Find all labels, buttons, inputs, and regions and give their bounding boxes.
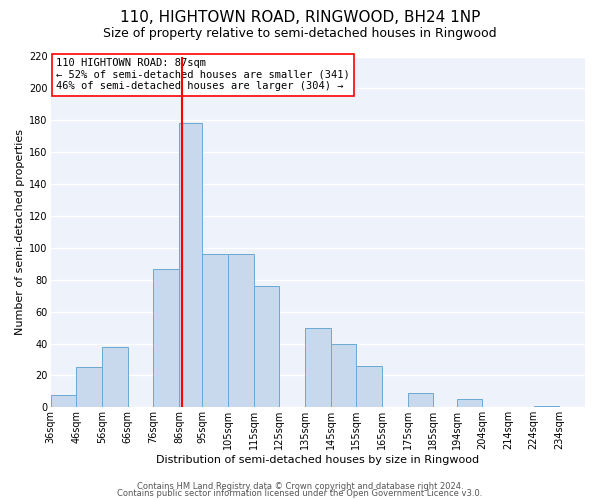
X-axis label: Distribution of semi-detached houses by size in Ringwood: Distribution of semi-detached houses by … [156,455,479,465]
Bar [408,393,433,407]
Text: Contains HM Land Registry data © Crown copyright and database right 2024.: Contains HM Land Registry data © Crown c… [137,482,463,491]
Bar [76,368,102,408]
Text: 110, HIGHTOWN ROAD, RINGWOOD, BH24 1NP: 110, HIGHTOWN ROAD, RINGWOOD, BH24 1NP [120,10,480,25]
Bar [254,286,279,408]
Bar [228,254,254,408]
Bar [179,124,202,408]
Bar [102,346,128,408]
Bar [154,268,179,407]
Bar [356,366,382,408]
Y-axis label: Number of semi-detached properties: Number of semi-detached properties [15,129,25,335]
Text: Size of property relative to semi-detached houses in Ringwood: Size of property relative to semi-detach… [103,28,497,40]
Bar [50,394,76,407]
Bar [202,254,228,408]
Bar [533,406,559,407]
Text: Contains public sector information licensed under the Open Government Licence v3: Contains public sector information licen… [118,488,482,498]
Bar [457,400,482,407]
Text: 110 HIGHTOWN ROAD: 87sqm
← 52% of semi-detached houses are smaller (341)
46% of : 110 HIGHTOWN ROAD: 87sqm ← 52% of semi-d… [56,58,350,92]
Bar [331,344,356,407]
Bar [305,328,331,407]
